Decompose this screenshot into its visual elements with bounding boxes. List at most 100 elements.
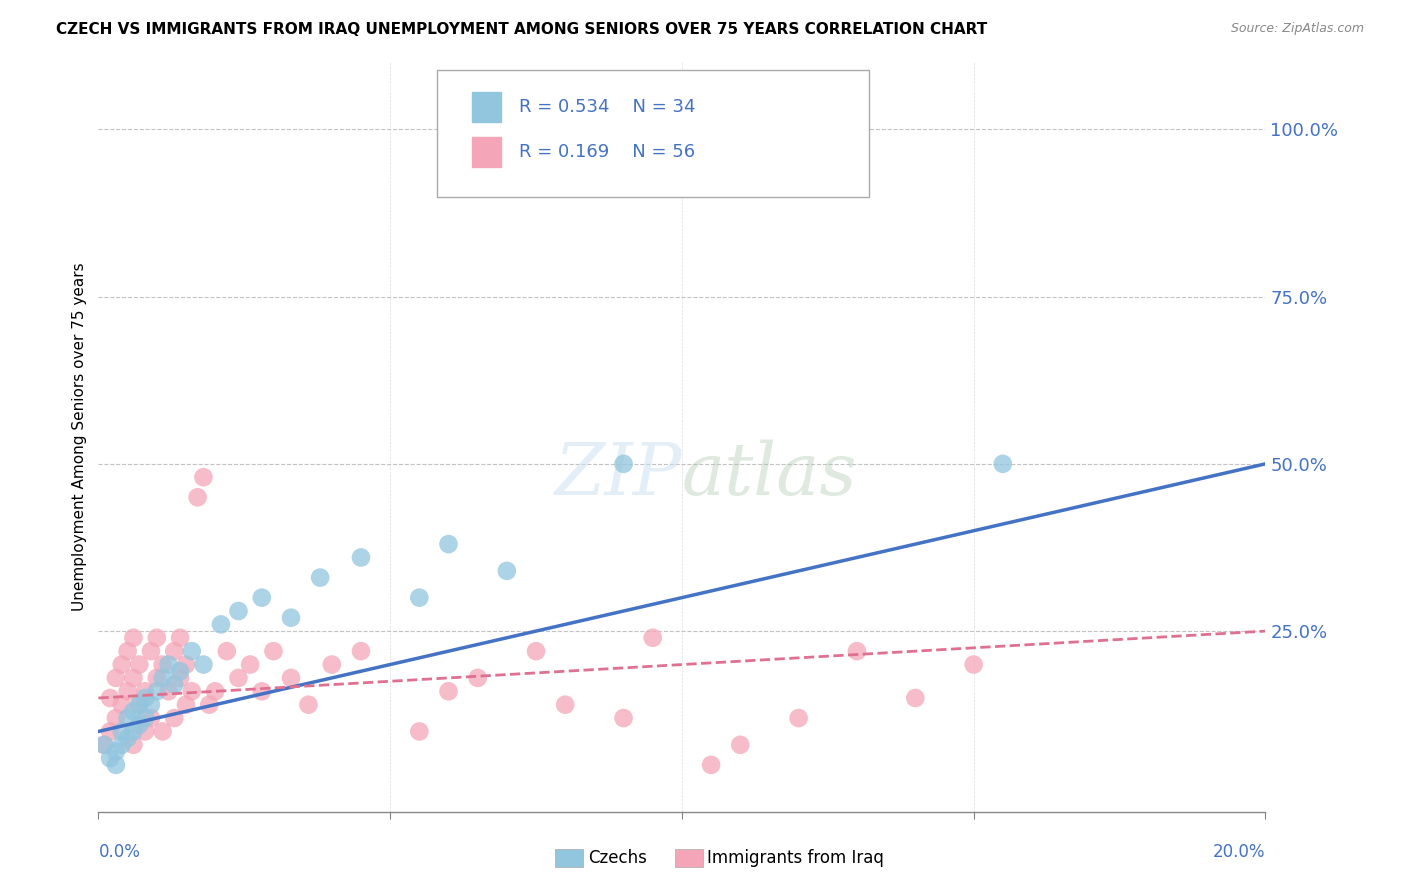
Bar	[472, 93, 501, 122]
Point	[152, 671, 174, 685]
Point	[239, 657, 262, 672]
Point	[845, 644, 868, 658]
Point	[163, 644, 186, 658]
Point	[309, 571, 332, 585]
Point	[408, 591, 430, 605]
Text: CZECH VS IMMIGRANTS FROM IRAQ UNEMPLOYMENT AMONG SENIORS OVER 75 YEARS CORRELATI: CZECH VS IMMIGRANTS FROM IRAQ UNEMPLOYME…	[56, 22, 987, 37]
Point	[467, 671, 489, 685]
Text: Source: ZipAtlas.com: Source: ZipAtlas.com	[1230, 22, 1364, 36]
Point	[134, 684, 156, 698]
Point	[280, 611, 302, 625]
Bar	[472, 137, 501, 168]
Point	[495, 564, 517, 578]
Point	[152, 657, 174, 672]
Point	[104, 671, 127, 685]
Text: 20.0%: 20.0%	[1213, 843, 1265, 861]
Point	[111, 738, 134, 752]
Point	[787, 711, 810, 725]
Y-axis label: Unemployment Among Seniors over 75 years: Unemployment Among Seniors over 75 years	[72, 263, 87, 611]
Point	[554, 698, 576, 712]
Text: Immigrants from Iraq: Immigrants from Iraq	[707, 849, 884, 867]
Point	[134, 690, 156, 705]
Point	[641, 631, 664, 645]
Point	[612, 457, 634, 471]
Point	[117, 644, 139, 658]
Point	[146, 671, 169, 685]
Point	[904, 690, 927, 705]
FancyBboxPatch shape	[437, 70, 869, 197]
Point	[198, 698, 221, 712]
Text: 0.0%: 0.0%	[98, 843, 141, 861]
Point	[437, 684, 460, 698]
Point	[204, 684, 226, 698]
Point	[128, 698, 150, 712]
Point	[122, 738, 145, 752]
Point	[111, 657, 134, 672]
Point	[350, 644, 373, 658]
Point	[139, 644, 162, 658]
Point	[612, 711, 634, 725]
Point	[962, 657, 984, 672]
Point	[111, 724, 134, 739]
Point	[174, 698, 197, 712]
Point	[157, 657, 180, 672]
Point	[297, 698, 319, 712]
Point	[250, 684, 273, 698]
Point	[104, 711, 127, 725]
Point	[146, 631, 169, 645]
Point	[93, 738, 115, 752]
Point	[845, 122, 868, 136]
Point	[408, 724, 430, 739]
Text: R = 0.169    N = 56: R = 0.169 N = 56	[519, 144, 695, 161]
Point	[98, 724, 121, 739]
Point	[139, 711, 162, 725]
Point	[152, 724, 174, 739]
Point	[169, 664, 191, 679]
Point	[98, 751, 121, 765]
Point	[93, 738, 115, 752]
Point	[700, 758, 723, 772]
Point	[169, 671, 191, 685]
Point	[146, 684, 169, 698]
Point	[209, 617, 232, 632]
Point	[174, 657, 197, 672]
Point	[122, 671, 145, 685]
Point	[228, 604, 250, 618]
Point	[134, 724, 156, 739]
Text: atlas: atlas	[682, 439, 858, 510]
Point	[187, 491, 209, 505]
Point	[180, 684, 202, 698]
Point	[139, 698, 162, 712]
Point	[134, 711, 156, 725]
Point	[228, 671, 250, 685]
Point	[437, 537, 460, 551]
Point	[111, 698, 134, 712]
Point	[728, 738, 751, 752]
Point	[215, 644, 238, 658]
Point	[321, 657, 343, 672]
Point	[117, 731, 139, 746]
Point	[524, 644, 547, 658]
Point	[122, 705, 145, 719]
Point	[104, 758, 127, 772]
Point	[128, 657, 150, 672]
Point	[157, 684, 180, 698]
Point	[122, 724, 145, 739]
Point	[104, 744, 127, 758]
Point	[163, 711, 186, 725]
Point	[122, 631, 145, 645]
Point	[193, 657, 215, 672]
Point	[128, 717, 150, 731]
Point	[180, 644, 202, 658]
Point	[169, 631, 191, 645]
Point	[117, 711, 139, 725]
Text: Czechs: Czechs	[588, 849, 647, 867]
Text: ZIP: ZIP	[554, 439, 682, 510]
Point	[117, 684, 139, 698]
Point	[193, 470, 215, 484]
Point	[163, 678, 186, 692]
Text: R = 0.534    N = 34: R = 0.534 N = 34	[519, 98, 695, 116]
Point	[98, 690, 121, 705]
Point	[280, 671, 302, 685]
Point	[128, 698, 150, 712]
